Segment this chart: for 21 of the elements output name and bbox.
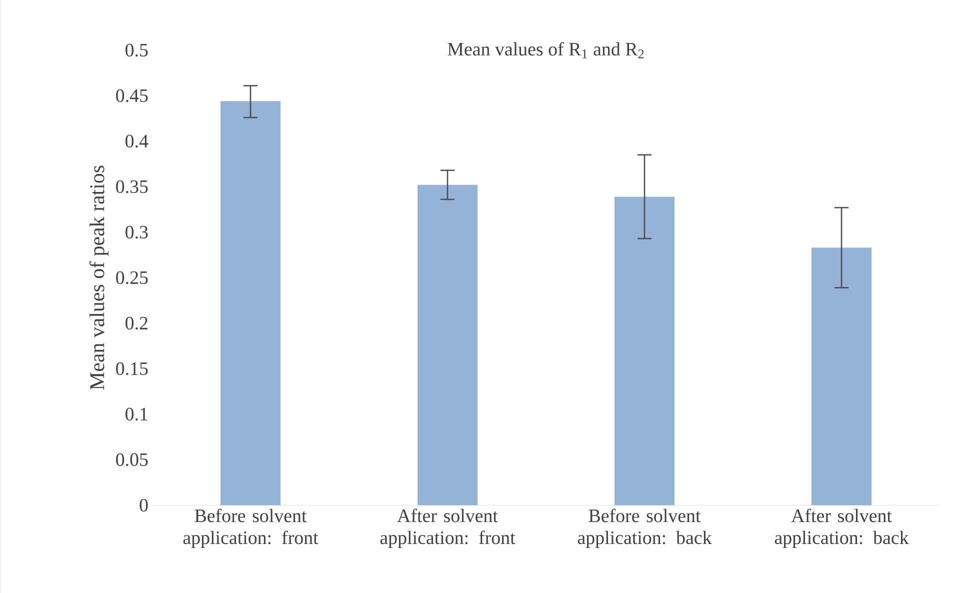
bar	[220, 100, 281, 506]
y-tick-label: 0.4	[126, 134, 148, 148]
y-tick-label: 0.35	[116, 180, 148, 193]
y-tick-label: 0.1	[126, 408, 148, 420]
y-tick-label: 0.2	[126, 316, 148, 330]
x-tick-label: Before solvent application: front	[183, 508, 318, 548]
y-tick-label: 0.45	[116, 89, 148, 102]
y-tick-label: 0.15	[116, 362, 148, 375]
chart-title: Mean values of R$_{1}$ and R$_{2}$	[448, 42, 644, 58]
y-tick-label: 0.05	[116, 453, 148, 466]
y-axis-title: Mean values of peak ratios	[89, 166, 109, 390]
y-tick-label: 0	[140, 498, 148, 512]
x-tick-label: After solvent application: front	[380, 508, 516, 548]
x-tick-label: After solvent application: back	[774, 508, 909, 548]
y-tick-label: 0.25	[116, 271, 148, 284]
x-tick-label: Before solvent application: back	[578, 508, 712, 548]
y-tick-label: 0.5	[126, 44, 148, 56]
bar	[614, 196, 675, 506]
y-tick-label: 0.3	[126, 226, 148, 238]
bar	[418, 184, 478, 506]
bar	[812, 247, 872, 506]
